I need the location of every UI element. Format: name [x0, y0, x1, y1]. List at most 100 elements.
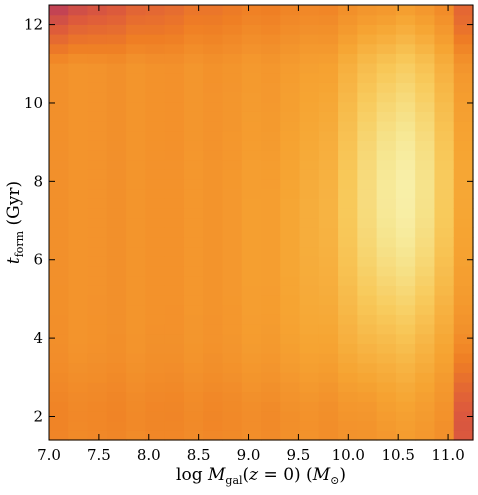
heatmap-cell	[453, 275, 474, 286]
heatmap-cell	[68, 179, 89, 190]
heatmap-cell	[241, 314, 262, 325]
heatmap-cell	[106, 256, 127, 267]
heatmap-cell	[145, 275, 166, 286]
y-tick-label: 12	[24, 16, 43, 34]
heatmap-cell	[222, 14, 243, 25]
heatmap-cell	[106, 101, 127, 112]
heatmap-cell	[222, 150, 243, 161]
heatmap-cell	[145, 411, 166, 422]
heatmap-cell	[203, 227, 224, 238]
heatmap-cell	[299, 82, 320, 93]
heatmap-cell	[126, 372, 146, 383]
heatmap-cell	[415, 343, 436, 354]
heatmap-cell	[241, 5, 262, 16]
heatmap-cell	[183, 72, 204, 83]
heatmap-cell	[280, 130, 301, 141]
heatmap-cell	[145, 256, 166, 267]
heatmap-cell	[126, 246, 146, 257]
heatmap-cell	[87, 63, 108, 74]
heatmap-cell	[376, 343, 397, 354]
heatmap-cell	[261, 391, 281, 402]
heatmap-cell	[415, 391, 436, 402]
heatmap-cell	[87, 208, 108, 219]
y-tick-label: 8	[33, 172, 43, 190]
heatmap-cell	[280, 382, 301, 393]
heatmap-cell	[376, 372, 397, 383]
heatmap-cell	[241, 391, 262, 402]
heatmap-cell	[87, 266, 108, 277]
heatmap-cell	[164, 275, 185, 286]
heatmap-cell	[106, 111, 127, 122]
heatmap-cell	[415, 256, 436, 267]
heatmap-cell	[49, 140, 69, 151]
heatmap-cell	[164, 43, 185, 54]
heatmap-cell	[280, 208, 301, 219]
heatmap-cell	[434, 169, 455, 180]
heatmap-cell	[453, 246, 474, 257]
heatmap-cell	[453, 198, 474, 209]
heatmap-cell	[68, 314, 89, 325]
heatmap-cell	[68, 256, 89, 267]
heatmap-cell	[376, 72, 397, 83]
heatmap-cell	[183, 362, 204, 373]
heatmap-cell	[453, 5, 474, 16]
heatmap-cell	[453, 111, 474, 122]
heatmap-cell	[338, 362, 358, 373]
heatmap-cell	[318, 43, 339, 54]
heatmap-cell	[126, 43, 146, 54]
heatmap-cell	[318, 372, 339, 383]
heatmap-cell	[164, 159, 185, 170]
heatmap-cell	[280, 72, 301, 83]
heatmap-cell	[68, 411, 89, 422]
heatmap-cell	[68, 237, 89, 248]
heatmap-cell	[395, 34, 416, 45]
heatmap-cell	[415, 382, 436, 393]
heatmap-cell	[87, 169, 108, 180]
heatmap-cell	[299, 169, 320, 180]
heatmap-cell	[357, 34, 378, 45]
heatmap-cell	[299, 121, 320, 132]
heatmap-cell	[299, 63, 320, 74]
heatmap-cell	[280, 372, 301, 383]
heatmap-cell	[49, 150, 69, 161]
heatmap-cell	[338, 82, 358, 93]
heatmap-cell	[106, 217, 127, 228]
heatmap-cell	[145, 353, 166, 364]
heatmap-cell	[299, 401, 320, 412]
heatmap-cell	[222, 159, 243, 170]
heatmap-cell	[453, 314, 474, 325]
heatmap-cell	[68, 121, 89, 132]
heatmap-cell	[241, 324, 262, 335]
heatmap-cell	[145, 101, 166, 112]
heatmap-cell	[415, 130, 436, 141]
heatmap-cell	[241, 246, 262, 257]
heatmap-cell	[299, 43, 320, 54]
heatmap-cell	[222, 121, 243, 132]
heatmap-cell	[357, 217, 378, 228]
heatmap-cell	[434, 420, 455, 431]
heatmap-cell	[203, 304, 224, 315]
heatmap-cell	[261, 150, 281, 161]
heatmap-cell	[338, 43, 358, 54]
heatmap-cell	[357, 343, 378, 354]
heatmap-cell	[395, 362, 416, 373]
heatmap-cell	[222, 34, 243, 45]
heatmap-cell	[357, 372, 378, 383]
heatmap-cell	[49, 101, 69, 112]
heatmap-cell	[126, 227, 146, 238]
heatmap-cell	[106, 5, 127, 16]
heatmap-cell	[49, 227, 69, 238]
heatmap-cell	[299, 24, 320, 35]
heatmap-cell	[106, 198, 127, 209]
heatmap-cell	[357, 24, 378, 35]
heatmap-cell	[338, 275, 358, 286]
heatmap-cell	[453, 92, 474, 103]
heatmap-cell	[183, 420, 204, 431]
heatmap-cell	[106, 285, 127, 296]
y-axis-label: tform (Gyr)	[4, 181, 26, 264]
heatmap-cell	[49, 382, 69, 393]
heatmap-cell	[49, 198, 69, 209]
heatmap-cell	[87, 179, 108, 190]
heatmap-cell	[338, 92, 358, 103]
heatmap-cell	[145, 34, 166, 45]
